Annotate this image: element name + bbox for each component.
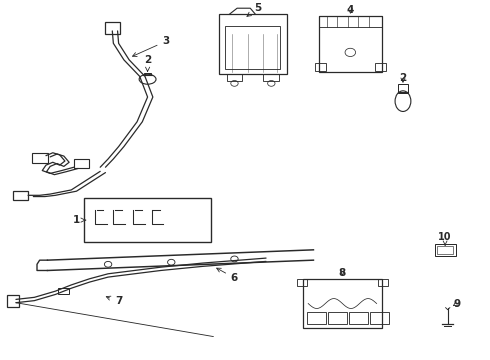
Text: 5: 5 — [247, 3, 262, 16]
Bar — [374, 63, 386, 71]
Bar — [7, 295, 19, 307]
Bar — [378, 279, 388, 286]
Text: 2: 2 — [399, 73, 407, 84]
Text: 1: 1 — [73, 215, 86, 225]
Bar — [225, 26, 280, 69]
Bar — [296, 279, 307, 286]
Bar — [144, 73, 151, 75]
Bar — [219, 14, 287, 74]
Bar — [226, 74, 243, 81]
Text: 2: 2 — [144, 55, 151, 71]
Text: 4: 4 — [346, 5, 354, 15]
Text: 10: 10 — [439, 233, 452, 245]
Bar — [303, 279, 382, 328]
Text: 3: 3 — [132, 36, 170, 57]
Bar — [84, 198, 211, 242]
Bar — [105, 22, 120, 34]
Bar — [370, 312, 389, 324]
Bar — [264, 74, 279, 81]
Bar — [349, 312, 368, 324]
Bar — [318, 17, 382, 27]
Bar — [315, 63, 326, 71]
Bar — [13, 191, 28, 200]
Text: 8: 8 — [339, 267, 346, 278]
Bar — [32, 153, 48, 163]
Bar — [398, 84, 408, 93]
Text: 7: 7 — [106, 296, 122, 306]
Bar — [58, 288, 69, 294]
Bar — [437, 246, 453, 254]
Bar — [307, 312, 325, 324]
Bar — [435, 244, 456, 256]
Text: 6: 6 — [217, 268, 238, 283]
Bar — [328, 312, 346, 324]
Text: 9: 9 — [453, 298, 460, 309]
Bar — [74, 159, 89, 168]
Bar — [318, 17, 382, 72]
